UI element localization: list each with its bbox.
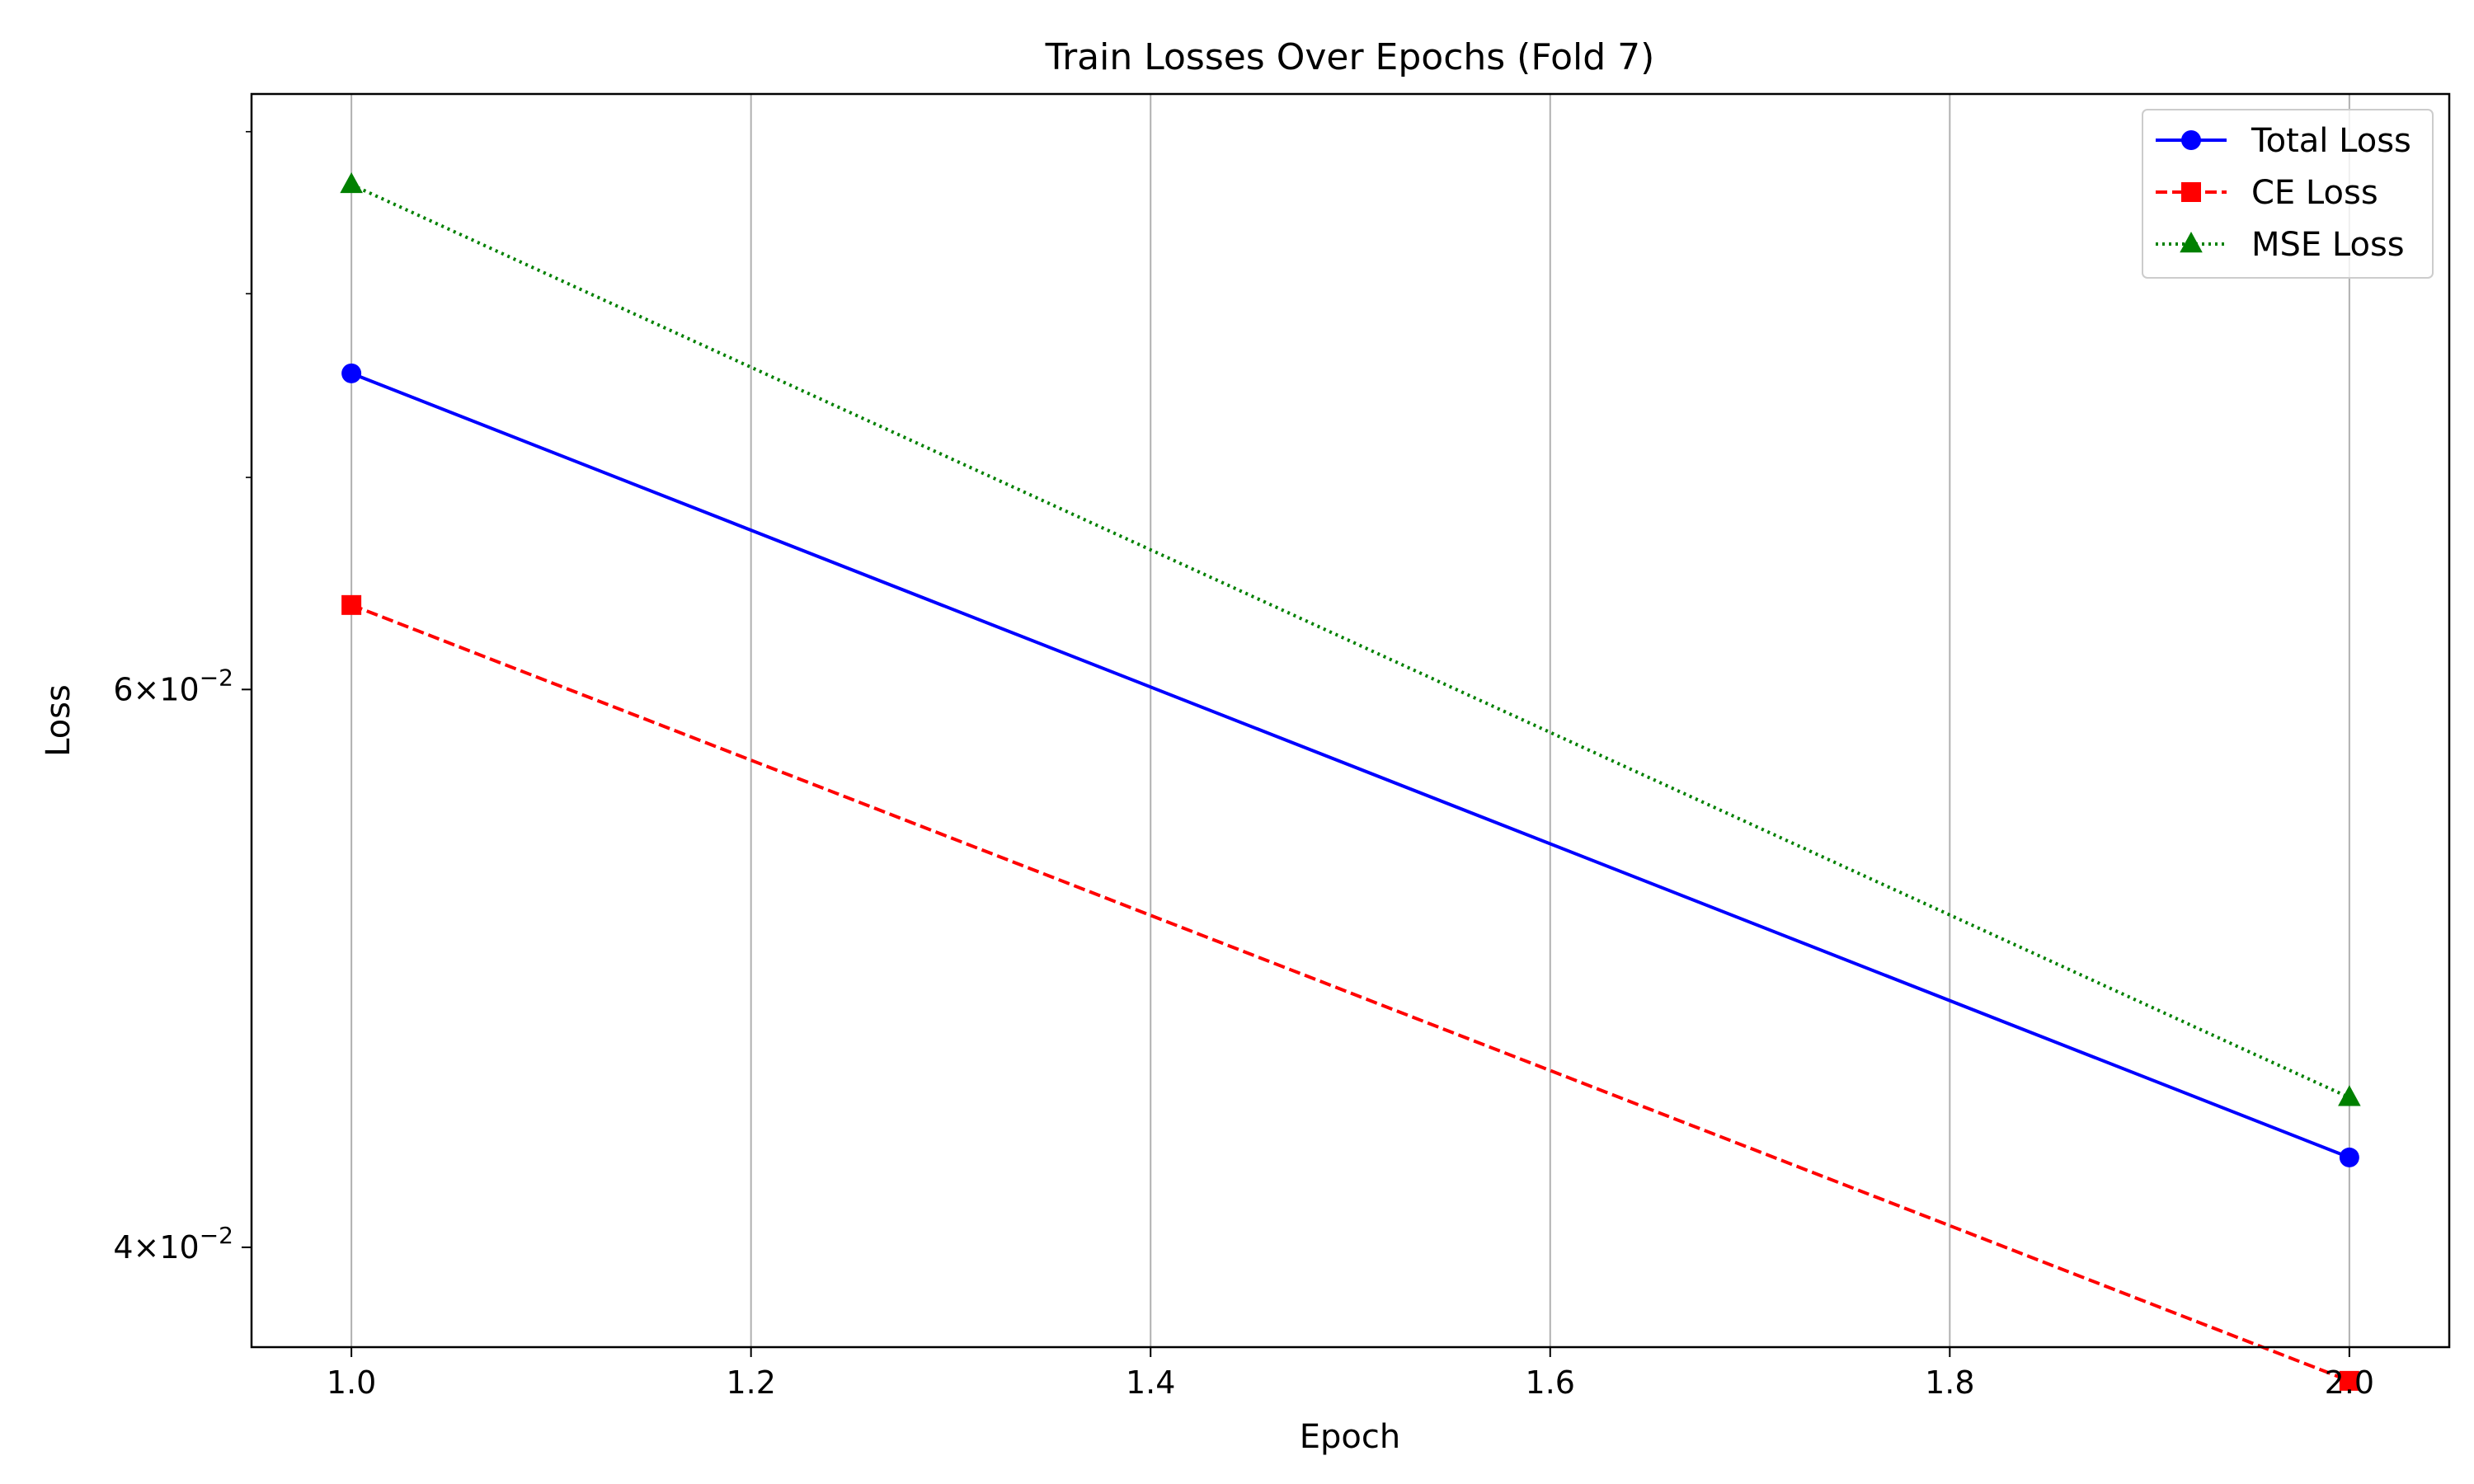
legend-marker-total-loss [2181,130,2201,150]
y-tick-times: ×10 [134,671,200,707]
legend-marker-ce-loss [2181,182,2201,202]
legend-label-total-loss: Total Loss [2251,122,2411,160]
legend-box [2142,109,2434,279]
x-tick-label: 1.2 [726,1364,775,1401]
data-point-mse-loss [2338,1085,2361,1106]
data-point-mse-loss [340,171,363,194]
data-point-total-loss [2339,1147,2359,1167]
x-axis: 1.0 1.2 1.4 1.6 1.8 2.0 [327,1347,2374,1401]
y-tick-exponent: −2 [200,664,233,691]
plot-frame [250,92,2451,1349]
y-axis: 4×10−26×10−2 [113,130,252,1266]
y-tick-mantissa: 6 [113,671,133,707]
y-tick-times: ×10 [134,1229,200,1266]
grid-lines [350,94,2350,1347]
series-total-loss [341,363,2359,1167]
series-group [340,171,2361,1391]
x-tick-label: 1.4 [1126,1364,1175,1401]
y-tick-exponent: −2 [200,1222,233,1249]
legend-marker-mse-loss [2180,232,2203,253]
series-ce-loss [341,594,2359,1391]
chart-title: Train Losses Over Epochs (Fold 7) [1045,36,1655,78]
legend-label-ce-loss: CE Loss [2251,174,2378,212]
x-tick-label: 1.6 [1526,1364,1575,1401]
data-point-ce-loss [2339,1370,2359,1391]
x-axis-label: Epoch [1300,1418,1400,1456]
series-mse-loss [340,171,2361,1106]
legend: Total Loss CE Loss MSE Loss [2142,109,2434,279]
y-axis-label: Loss [40,684,78,757]
legend-label-mse-loss: MSE Loss [2251,226,2405,264]
series-line-ce-loss [350,603,2350,1383]
x-tick-label: 1.8 [1925,1364,1974,1401]
y-tick-label: 4×10−2 [113,1222,233,1266]
y-tick-label: 6×10−2 [113,664,233,707]
data-point-total-loss [341,363,362,383]
data-point-ce-loss [341,594,362,615]
x-tick-label: 2.0 [2325,1364,2374,1401]
y-tick-mantissa: 4 [113,1229,133,1266]
series-line-total-loss [350,372,2350,1159]
x-tick-label: 1.0 [327,1364,376,1401]
